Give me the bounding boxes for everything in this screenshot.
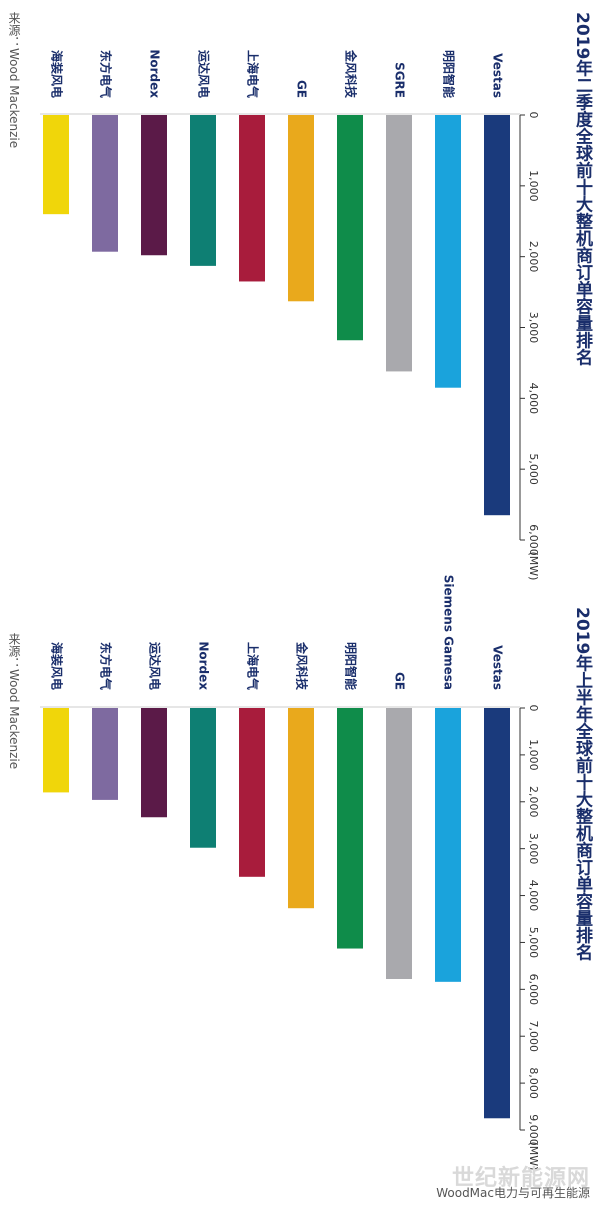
bar (92, 708, 118, 800)
source-label: 来源：Wood Mackenzie (7, 12, 21, 149)
category-label: Nordex (148, 49, 162, 98)
axis-unit-label: (MW) (527, 1142, 540, 1171)
category-label: 海装风电 (50, 642, 65, 690)
axis-tick-label: 3,000 (527, 312, 540, 344)
axis-tick-label: 5,000 (527, 927, 540, 959)
axis-tick-label: 0 (527, 112, 540, 119)
chart-title: 2019年上半年全球前十大整机商订单容量排名 (572, 607, 592, 961)
bar (92, 115, 118, 252)
axis-tick-label: 8,000 (527, 1067, 540, 1099)
category-label: 运达风电 (197, 50, 212, 98)
bar (239, 708, 265, 877)
axis-tick-label: 6,000 (527, 524, 540, 556)
axis-tick-label: 1,000 (527, 170, 540, 202)
category-label: 明阳智能 (344, 642, 359, 690)
axis-tick-label: 7,000 (527, 1020, 540, 1052)
bar (190, 115, 216, 266)
bar (43, 708, 69, 793)
bar (484, 708, 510, 1119)
category-label: 海装风电 (50, 50, 65, 98)
axis-tick-label: 5,000 (527, 453, 540, 485)
axis-unit-label: (MW) (527, 552, 540, 581)
category-label: 东方电气 (99, 50, 114, 98)
bar (386, 708, 412, 980)
axis-tick-label: 6,000 (527, 974, 540, 1006)
category-label: Siemens Gamesa (442, 575, 456, 690)
bar (435, 708, 461, 982)
chart-q2-2019: 2019年二季度全球前十大整机商订单容量排名 0 1,000 2,000 3,000 4… (0, 0, 599, 590)
axis-tick-label: 4,000 (527, 880, 540, 912)
category-label: 运达风电 (148, 642, 163, 690)
bar (239, 115, 265, 282)
bar (190, 708, 216, 848)
axis-tick-label: 2,000 (527, 786, 540, 818)
watermark: 世纪新能源网 WoodMac电力与可再生能源 (400, 1160, 590, 1204)
bar (288, 708, 314, 909)
bar (386, 115, 412, 372)
watermark-account: WoodMac电力与可再生能源 (436, 1186, 590, 1200)
category-label: 金风科技 (295, 641, 310, 691)
chart-title: 2019年二季度全球前十大整机商订单容量排名 (572, 12, 592, 366)
category-label: 明阳智能 (442, 50, 457, 98)
category-label: 上海电气 (246, 50, 261, 98)
bar (435, 115, 461, 388)
category-label: Vestas (491, 645, 505, 690)
category-label: 金风科技 (344, 49, 359, 99)
bar (337, 115, 363, 341)
bar-plot-area: 0 1,000 2,000 3,000 4,000 5,000 6,000 7,000 8,00… (40, 575, 540, 1171)
axis-tick-label: 1,000 (527, 739, 540, 771)
category-label: 上海电气 (246, 642, 261, 690)
axis-tick-label: 4,000 (527, 383, 540, 415)
category-label: GE (295, 80, 309, 98)
watermark-site: 世纪新能源网 (451, 1166, 590, 1191)
axis-tick-label: 0 (527, 705, 540, 712)
axis-tick-label: 3,000 (527, 833, 540, 865)
bar (141, 115, 167, 256)
category-label: Nordex (197, 641, 211, 690)
bar (484, 115, 510, 516)
category-label: Vestas (491, 53, 505, 98)
category-label: SGRE (393, 62, 407, 98)
source-label: 来源：Wood Mackenzie (7, 633, 21, 770)
axis-tick-label: 9,000 (527, 1114, 540, 1146)
bar (141, 708, 167, 818)
category-label: 东方电气 (99, 642, 114, 690)
bar (337, 708, 363, 949)
axis-tick-label: 2,000 (527, 241, 540, 273)
category-label: GE (393, 672, 407, 690)
bar (288, 115, 314, 302)
bar (43, 115, 69, 215)
chart-h1-2019: 2019年上半年全球前十大整机商订单容量排名 0 1,000 2,000 3,000 4… (0, 575, 599, 1171)
bar-plot-area: 0 1,000 2,000 3,000 4,000 5,000 6,000(MW) Vesta… (40, 49, 540, 581)
